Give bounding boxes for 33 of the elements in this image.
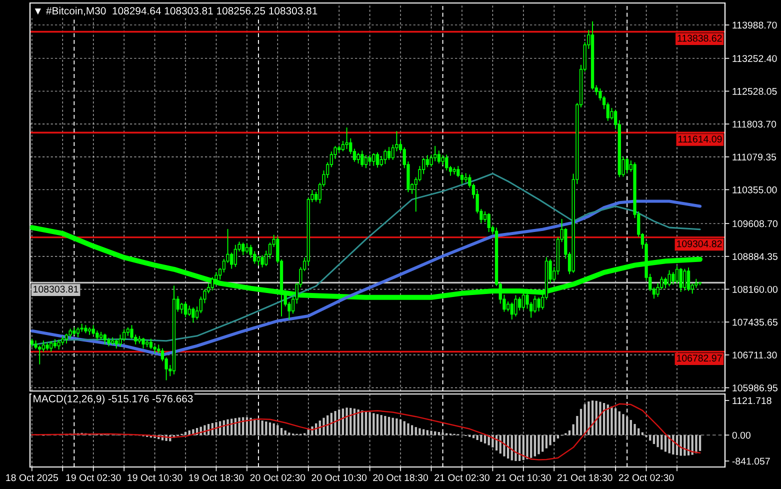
ref-line-label: 106782.97 <box>677 354 722 362</box>
y-tick-label: 111079.35 <box>732 154 776 160</box>
chart-title: MACD(12,26,9) -515.176 -576.663 <box>34 394 193 404</box>
y-tick-label: 111803.70 <box>732 120 776 128</box>
y-tick-label: 108884.35 <box>732 253 778 260</box>
chart-title: ▼ #Bitcoin,M30 108294.64 108303.81 108256.25 108303.81 <box>34 6 318 16</box>
ref-line-label: 108303.81 <box>34 286 78 293</box>
x-tick-label: 19 Oct 02:30 <box>66 474 121 482</box>
y-tick-label: 108160.00 <box>732 286 778 293</box>
x-tick-label: 19 Oct 18:30 <box>189 474 244 482</box>
y-tick-label: 112528.05 <box>732 88 777 95</box>
x-tick-label: 21 Oct 18:30 <box>558 474 612 482</box>
y-tick-label: -841.057 <box>732 458 770 465</box>
y-tick-label: 110355.00 <box>732 186 777 194</box>
x-tick-label: 20 Oct 02:30 <box>250 474 306 482</box>
y-tick-label: 106711.30 <box>732 352 777 359</box>
y-tick-label: 109608.70 <box>732 220 778 228</box>
y-tick-label: 113988.70 <box>732 22 777 29</box>
y-tick-label: 0.00 <box>732 432 750 439</box>
y-tick-label: 107435.65 <box>732 318 778 326</box>
y-tick-label: 1121.718 <box>732 397 772 404</box>
x-tick-label: 19 Oct 10:30 <box>128 474 182 482</box>
x-tick-label: 20 Oct 10:30 <box>312 474 367 482</box>
y-tick-label: 105986.95 <box>732 384 778 392</box>
x-tick-label: 20 Oct 18:30 <box>373 474 428 482</box>
x-tick-label: 18 Oct 2025 <box>6 474 58 482</box>
x-tick-label: 21 Oct 02:30 <box>434 474 490 482</box>
x-tick-label: 22 Oct 02:30 <box>618 474 674 482</box>
ref-line-label: 109304.82 <box>677 240 722 248</box>
ref-line-label: 113838.62 <box>678 34 722 42</box>
x-tick-label: 21 Oct 10:30 <box>496 474 551 482</box>
ref-line-label: 111614.09 <box>678 136 722 143</box>
y-tick-label: 113252.40 <box>732 55 777 62</box>
